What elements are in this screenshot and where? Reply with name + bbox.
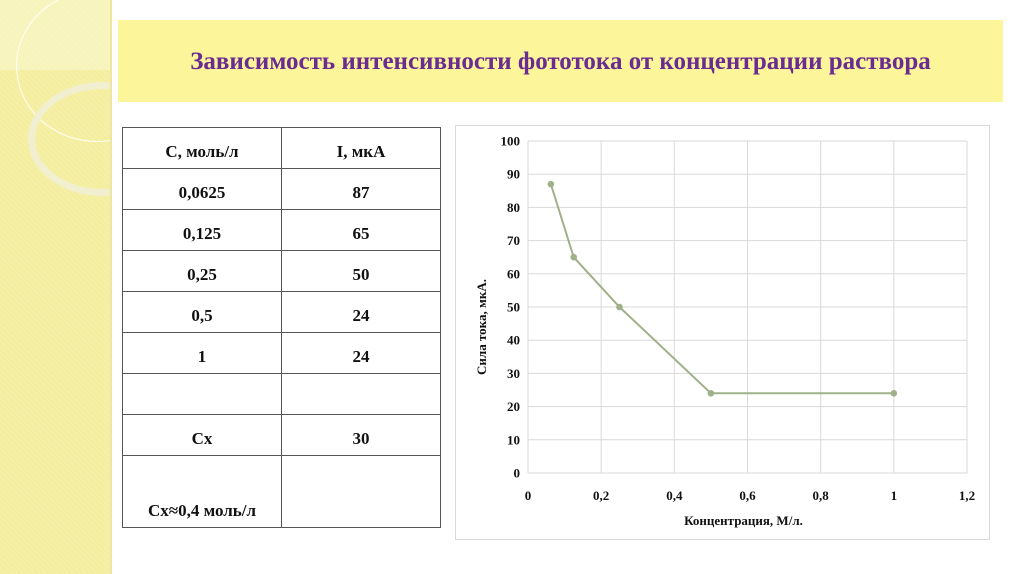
y-tick-label: 40: [507, 333, 520, 348]
data-point-marker: [570, 253, 578, 261]
table-row-empty: [122, 373, 441, 415]
table-row-unknown: Сх 30: [122, 414, 441, 456]
data-point-marker: [707, 390, 715, 397]
x-tick-label: 1: [891, 488, 898, 503]
y-tick-label: 10: [507, 432, 520, 447]
table-row: 0,25 50: [122, 250, 441, 292]
y-tick-label: 50: [507, 300, 520, 315]
x-tick-label: 0,8: [813, 488, 830, 503]
cell-unknown-label: Сх: [122, 414, 282, 456]
y-tick-label: 0: [514, 466, 521, 481]
cell-concentration: [122, 373, 282, 415]
x-tick-label: 0,2: [593, 488, 609, 503]
x-axis-title: Концентрация, М/л.: [684, 513, 803, 528]
title-banner: Зависимость интенсивности фототока от ко…: [118, 20, 1003, 102]
cell-current: [281, 373, 441, 415]
series-line: [549, 183, 894, 395]
table-row: 0,5 24: [122, 291, 441, 333]
y-tick-label: 80: [507, 200, 520, 215]
table-header-row: С, моль/л I, мкА: [122, 127, 441, 169]
line-chart: 0 10 20 30 40 50 60 70 80 90 100 0 0,2 0,4 0,6 0,8 1 1,2 К…: [474, 134, 975, 529]
y-tick-label: 30: [507, 366, 520, 381]
y-tick-label: 20: [507, 399, 520, 414]
decorative-side-strip: [0, 0, 112, 574]
cell-result-empty: [281, 455, 441, 528]
data-point-marker: [890, 390, 898, 397]
y-tick-label: 90: [507, 167, 520, 182]
x-tick-label: 0,4: [666, 488, 683, 503]
cell-unknown-current: 30: [281, 414, 441, 456]
data-point-marker: [616, 303, 623, 311]
cell-concentration: 0,25: [122, 250, 282, 292]
cell-result: Сх≈0,4 моль/л: [122, 455, 282, 528]
x-tick-label: 0: [525, 488, 532, 503]
data-table: С, моль/л I, мкА 0,0625 87 0,125 65 0,25…: [122, 127, 441, 528]
cell-current: 24: [281, 332, 441, 374]
y-tick-label: 100: [501, 134, 521, 149]
header-concentration: С, моль/л: [122, 127, 282, 169]
slide-title: Зависимость интенсивности фототока от ко…: [190, 47, 931, 75]
y-tick-label: 60: [507, 266, 520, 281]
x-tick-label: 1,2: [959, 488, 975, 503]
cell-concentration: 0,5: [122, 291, 282, 333]
cell-concentration: 1: [122, 332, 282, 374]
table-row-result: Сх≈0,4 моль/л: [122, 455, 441, 528]
cell-concentration: 0,0625: [122, 168, 282, 210]
table-row: 0,125 65: [122, 209, 441, 251]
cell-current: 24: [281, 291, 441, 333]
y-tick-label: 70: [507, 233, 520, 248]
x-tick-label: 0,6: [739, 488, 756, 503]
header-current: I, мкА: [281, 127, 441, 169]
table-row: 1 24: [122, 332, 441, 374]
cell-current: 65: [281, 209, 441, 251]
table-row: 0,0625 87: [122, 168, 441, 210]
chart-container: 0 10 20 30 40 50 60 70 80 90 100 0 0,2 0,4 0,6 0,8 1 1,2 К…: [455, 125, 990, 540]
data-point-marker: [547, 180, 555, 188]
cell-current: 87: [281, 168, 441, 210]
y-axis-title: Сила тока, мкА.: [474, 279, 489, 375]
cell-concentration: 0,125: [122, 209, 282, 251]
cell-current: 50: [281, 250, 441, 292]
